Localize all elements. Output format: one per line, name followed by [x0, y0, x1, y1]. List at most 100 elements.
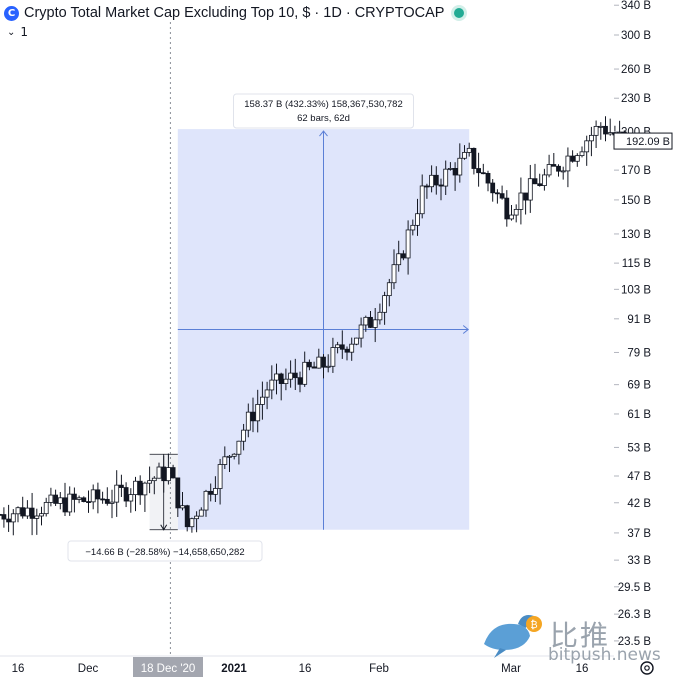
candle-up: [607, 132, 613, 135]
candle-up: [288, 372, 294, 380]
y-tick-label: 260 B: [621, 64, 651, 76]
candle-up: [156, 466, 162, 479]
candle-up: [151, 477, 157, 482]
x-tick-label: 16: [576, 663, 589, 675]
chart-header: C Crypto Total Market Cap Excluding Top …: [4, 4, 465, 22]
candle-up: [584, 140, 590, 153]
candle-up: [128, 494, 134, 502]
candle-up: [39, 513, 44, 517]
candle-up: [358, 324, 364, 339]
candle-up: [589, 134, 594, 142]
candle-up: [10, 513, 16, 523]
candle-up: [377, 311, 383, 321]
measure-down-label: −14.66 B (−28.58%) −14,658,650,282: [85, 547, 244, 558]
candle-up: [457, 157, 463, 176]
candle-down: [438, 184, 444, 187]
y-tick-label: 23.5 B: [618, 636, 652, 648]
cryptocap-logo-icon: C: [4, 5, 19, 21]
gear-icon-hub: [644, 665, 650, 671]
candle-up: [353, 337, 359, 345]
candle-down: [161, 466, 167, 482]
candle-down: [485, 172, 491, 184]
x-tick-label: 16: [12, 663, 25, 675]
candle-up: [76, 497, 82, 500]
candle-down: [570, 155, 575, 162]
candle-down: [53, 494, 58, 504]
candle-up: [419, 185, 425, 215]
y-tick-label: 33 B: [627, 555, 651, 567]
y-tick-label: 230 B: [621, 93, 651, 105]
candle-up: [391, 264, 397, 284]
candle-up: [24, 507, 30, 517]
candle-up: [396, 253, 402, 266]
candle-down: [62, 497, 68, 513]
bird-icon: ₿: [484, 615, 542, 658]
candle-up: [259, 396, 265, 405]
candle-down: [29, 507, 35, 519]
selected-date-highlight: [133, 657, 203, 677]
candle-up: [222, 456, 228, 465]
candle-down: [424, 185, 430, 188]
candle-down: [476, 168, 482, 174]
candle-down: [6, 518, 11, 523]
candle-down: [480, 172, 486, 175]
candle-up: [330, 347, 336, 367]
candle-up: [509, 214, 514, 220]
candle-down: [311, 366, 317, 369]
y-tick-label: 47 B: [627, 471, 651, 483]
candle-up: [198, 509, 204, 517]
candle-down: [1, 514, 7, 520]
candle-up: [57, 497, 63, 504]
candle-up: [274, 373, 279, 381]
candle-down: [95, 489, 101, 500]
candle-down: [490, 182, 496, 194]
candle-down: [556, 165, 561, 172]
candle-up: [236, 440, 242, 455]
candle-up: [415, 213, 420, 226]
y-tick-label: 103 B: [621, 284, 651, 296]
y-tick-label: 42 B: [627, 498, 651, 510]
candle-up: [405, 229, 411, 259]
candle-down: [523, 192, 528, 201]
candle-up: [255, 404, 261, 422]
candle-up: [316, 356, 322, 369]
candle-down: [433, 174, 439, 186]
candle-up: [133, 480, 138, 496]
candle-up: [180, 505, 185, 509]
candle-up: [410, 224, 416, 231]
candle-up: [447, 168, 453, 170]
measure-up-label-line1: 158.37 B (432.33%) 158,367,530,782: [244, 99, 402, 110]
y-tick-label: 150 B: [621, 195, 651, 207]
candle-up: [443, 168, 449, 187]
measure-up-label-line2: 62 bars, 62d: [297, 113, 350, 124]
gear-icon: [640, 661, 654, 675]
candle-up: [560, 170, 566, 173]
candle-down: [603, 125, 608, 135]
candle-down: [72, 493, 77, 500]
candle-down: [20, 507, 26, 517]
x-tick-label-selected: 18 Dec '20: [141, 663, 196, 675]
candle-up: [264, 389, 270, 398]
chart-title: Crypto Total Market Cap Excluding Top 10…: [24, 5, 445, 21]
candle-up: [227, 455, 232, 458]
candle-up: [574, 155, 580, 162]
watermark: ₿ 比推 bitpush.news: [478, 610, 661, 665]
candle-up: [269, 379, 275, 391]
candle-up: [462, 152, 467, 159]
x-axis: 16 Dec 18 Dec '20 2021 16 Feb Mar 16: [0, 655, 614, 677]
candle-down: [344, 348, 350, 353]
candle-up: [189, 518, 195, 528]
candle-down: [278, 373, 284, 384]
candle-up: [90, 489, 96, 503]
x-tick-label: Dec: [78, 663, 99, 675]
candle-up: [43, 502, 49, 515]
interval-selector[interactable]: ⌄ 1: [7, 25, 28, 39]
candle-down: [81, 497, 87, 502]
candle-up: [283, 378, 289, 384]
candle-up: [109, 501, 115, 504]
measure-down-label-box: [67, 540, 263, 562]
x-tick-label: 2021: [221, 663, 247, 675]
candle-down: [339, 344, 345, 350]
candle-up: [165, 467, 171, 482]
